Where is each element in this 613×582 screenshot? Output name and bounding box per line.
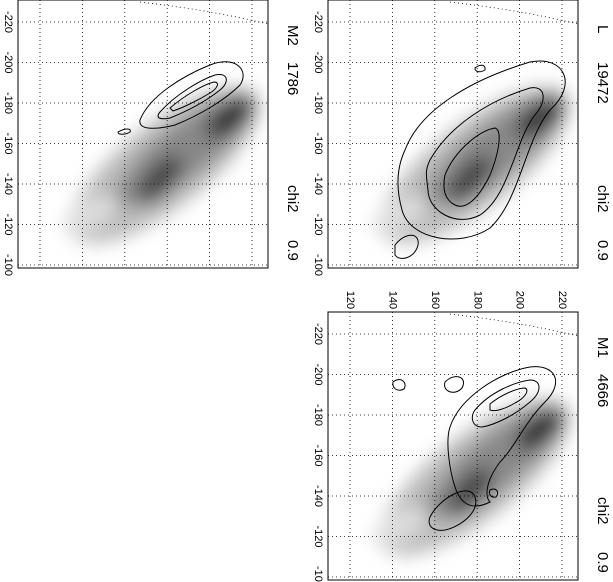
- contour: [397, 60, 566, 240]
- y-tick-label: -160: [2, 132, 14, 154]
- contour: [447, 366, 557, 507]
- x-tick-label: 160: [429, 291, 441, 309]
- x-tick-label: 120: [344, 291, 356, 309]
- contour: [394, 234, 419, 259]
- panel: -220 -200 -180 -160 -140 -120 -100 120 140 160 180…: [312, 291, 611, 582]
- y-tick-label: -120: [2, 213, 14, 235]
- y-tick-label: -180: [312, 404, 324, 426]
- y-tick-label: -100: [2, 254, 14, 276]
- x-tick-label: 140: [386, 291, 398, 309]
- y-tick-label: -220: [312, 323, 324, 345]
- y-tick-label: -140: [312, 485, 324, 507]
- panel-label: 0.9: [594, 552, 611, 573]
- y-tick-label: -120: [312, 525, 324, 547]
- y-tick-label: -140: [312, 173, 324, 195]
- contour: [139, 61, 244, 129]
- panel: -220-200-180-160-140-120-100120140160180…: [312, 0, 611, 276]
- panel-label: M2: [284, 25, 301, 46]
- y-tick-label: -100: [312, 566, 324, 582]
- y-tick-label: -160: [312, 444, 324, 466]
- y-tick-label: -160: [312, 132, 324, 154]
- plot-area: [18, 0, 282, 269]
- contour: [425, 87, 544, 220]
- contour: [488, 488, 499, 498]
- plot-area: [328, 0, 592, 269]
- panel-label: chi2: [284, 185, 301, 213]
- frame: [327, 311, 579, 581]
- contour: [489, 387, 528, 412]
- y-tick-label: -180: [2, 92, 14, 114]
- y-tick-label: -200: [2, 51, 14, 73]
- contour: [444, 376, 464, 393]
- density-image: [359, 61, 592, 269]
- plot-area: [328, 312, 592, 581]
- contour: [157, 73, 227, 120]
- boundary: [449, 313, 578, 337]
- panel-label: M1: [594, 337, 611, 358]
- y-tick-label: -180: [312, 92, 324, 114]
- panel-label: chi2: [594, 185, 611, 213]
- contour: [392, 379, 406, 391]
- panel-label: 4666: [594, 374, 611, 407]
- contour: [117, 128, 131, 135]
- x-tick-label: 180: [471, 291, 483, 309]
- y-tick-label: -140: [2, 173, 14, 195]
- x-tick-label: 200: [514, 291, 526, 309]
- panel-label: chi2: [594, 497, 611, 525]
- boundary: [139, 1, 268, 25]
- panel-label: 19472: [594, 62, 611, 104]
- y-tick-label: -220: [312, 11, 324, 33]
- panel-label: L: [594, 25, 611, 33]
- boundary: [449, 1, 578, 25]
- y-tick-label: -220: [2, 11, 14, 33]
- y-tick-label: -100: [312, 254, 324, 276]
- contour: [428, 490, 477, 531]
- density-image: [359, 373, 592, 581]
- y-tick-label: -200: [312, 363, 324, 385]
- contour: [443, 127, 500, 207]
- y-tick-label: -200: [312, 51, 324, 73]
- density-image: [49, 61, 282, 269]
- frame: [327, 0, 579, 269]
- contour: [471, 379, 540, 428]
- panel: -220-200-180-160-140-120-100120140160180…: [2, 0, 301, 276]
- contour: [169, 81, 218, 112]
- x-tick-label: 220: [556, 291, 568, 309]
- panel-label: 0.9: [284, 240, 301, 261]
- y-tick-label: -120: [312, 213, 324, 235]
- frame: [17, 0, 269, 269]
- contour: [474, 64, 486, 73]
- panel-label: 1786: [284, 62, 301, 95]
- panel-label: 0.9: [594, 240, 611, 261]
